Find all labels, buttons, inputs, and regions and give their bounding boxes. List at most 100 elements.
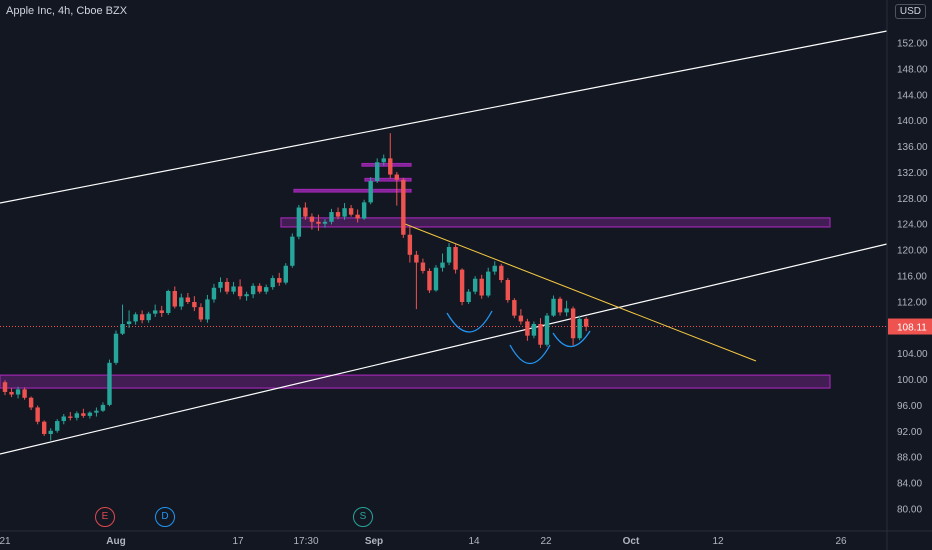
candle-body [472, 278, 478, 292]
x-tick-label: 12 [712, 536, 724, 547]
candle-body [283, 265, 288, 283]
descending-trendline-line [404, 223, 757, 362]
candle [453, 244, 458, 274]
candle [264, 284, 269, 295]
candle [48, 428, 53, 441]
x-tick-label: 14 [468, 536, 480, 547]
y-tick-label: 132.00 [897, 168, 928, 179]
candle [257, 283, 262, 294]
candle [505, 278, 511, 303]
candle-body [329, 212, 334, 222]
candle-body [9, 391, 14, 395]
dividend-event-marker[interactable]: D [155, 507, 175, 527]
candle [146, 311, 151, 323]
candle-body [290, 236, 295, 266]
zone-4 [361, 162, 412, 167]
candle [296, 204, 302, 240]
candle [420, 258, 426, 274]
candle-body [518, 315, 524, 322]
currency-button[interactable]: USD [894, 4, 926, 19]
candle-body [120, 324, 125, 334]
candle-body [41, 421, 47, 434]
candle-body [172, 291, 177, 307]
split-event-marker[interactable]: S [353, 507, 373, 527]
candle-body [277, 278, 282, 283]
y-tick-label: 148.00 [897, 64, 928, 75]
y-tick-label: 152.00 [897, 39, 928, 50]
candle-body [348, 208, 354, 215]
head-arc [509, 344, 551, 364]
left-shoulder-arc [446, 310, 493, 333]
candle [15, 386, 21, 399]
y-tick-label: 124.00 [897, 220, 928, 231]
y-tick-label: 112.00 [897, 297, 927, 308]
candle-body [231, 286, 236, 292]
candle [107, 359, 112, 407]
candle [290, 233, 295, 268]
candle-body [440, 262, 445, 268]
candle [179, 293, 184, 310]
candle-body [250, 285, 256, 295]
candle-body [224, 281, 230, 292]
candle [120, 304, 125, 336]
pattern-layer [446, 310, 591, 364]
candle-body [342, 208, 347, 217]
candle [205, 294, 210, 323]
zone-2 [293, 188, 412, 193]
candle [329, 208, 334, 225]
candle [74, 411, 80, 421]
candle [94, 407, 99, 417]
candle [388, 133, 393, 179]
candle [564, 300, 569, 317]
candle-body [466, 291, 471, 303]
candle [518, 309, 524, 325]
candle-body [564, 308, 569, 313]
lower-channel-line [0, 243, 888, 455]
candle-body [68, 416, 73, 418]
candles-layer [2, 133, 589, 441]
candle-body [414, 254, 419, 263]
candle [185, 292, 191, 304]
candle-body [407, 234, 413, 255]
candle [283, 263, 288, 285]
candle-body [61, 416, 66, 422]
candle [316, 214, 321, 231]
candle-body [322, 221, 328, 224]
candle [172, 286, 177, 309]
candle [211, 283, 217, 303]
candle [22, 387, 27, 400]
candle-body [551, 298, 556, 316]
earnings-event-marker[interactable]: E [95, 507, 115, 527]
candle-body [394, 174, 399, 180]
candle [41, 420, 47, 436]
candle-body [499, 265, 504, 281]
candle [466, 289, 471, 304]
candle [407, 226, 413, 263]
candle [224, 278, 230, 295]
x-tick-label: Sep [365, 536, 383, 547]
candle [348, 204, 354, 217]
candle [355, 209, 360, 223]
candle-body [538, 324, 543, 345]
zone-3 [364, 177, 412, 182]
zones-layer [0, 162, 831, 389]
candle-body [113, 333, 119, 363]
candle [277, 272, 282, 286]
candle [492, 261, 497, 275]
y-tick-label: 140.00 [897, 116, 928, 127]
y-tick-label: 100.00 [897, 375, 928, 386]
candle-body [22, 389, 27, 398]
candle [446, 243, 452, 266]
candle [237, 279, 243, 300]
candle [401, 177, 406, 238]
y-tick-label: 144.00 [897, 90, 928, 101]
candle-body [316, 221, 321, 224]
candle [427, 268, 432, 293]
candle [81, 408, 86, 418]
right-shoulder-arc [552, 330, 591, 348]
candle-body [401, 179, 406, 235]
candle-body [146, 313, 151, 321]
candle [531, 321, 537, 339]
candle-body [570, 308, 576, 339]
